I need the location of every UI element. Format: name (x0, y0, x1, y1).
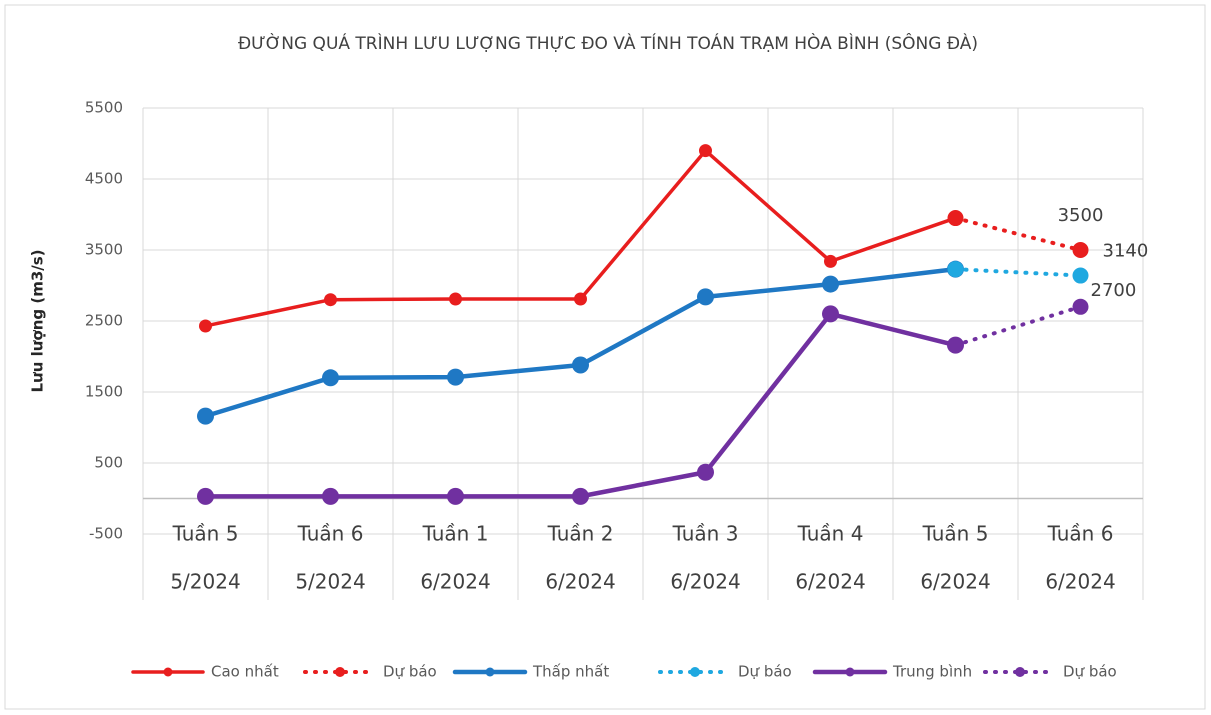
data-point (822, 275, 839, 293)
x-tick-label: Tuần 6 (297, 522, 364, 546)
data-point (697, 288, 714, 306)
data-point (1072, 267, 1089, 284)
legend-label: Trung bình (892, 663, 972, 681)
x-tick-label: 5/2024 (295, 570, 365, 594)
y-axis-label: Lưu lượng (m3/s) (29, 249, 47, 392)
data-point (322, 487, 339, 505)
y-tick-label: 5500 (85, 99, 123, 117)
x-tick-label: 6/2024 (670, 570, 740, 594)
data-point (1072, 298, 1089, 315)
data-point (824, 254, 837, 268)
chart-border (4, 4, 1206, 710)
x-tick-label: 6/2024 (1045, 570, 1115, 594)
data-point (572, 356, 589, 374)
legend-label: Cao nhất (211, 663, 279, 681)
y-tick-label: 1500 (85, 383, 123, 401)
data-point (699, 144, 712, 158)
data-point (447, 487, 464, 505)
data-point (449, 292, 462, 306)
x-tick-label: Tuần 4 (797, 522, 864, 546)
data-point (947, 337, 964, 354)
data-point (697, 463, 714, 481)
legend-label: Dự báo (383, 663, 437, 681)
series-line (953, 267, 1083, 278)
legend-marker (1015, 667, 1025, 677)
legend-marker (845, 667, 855, 677)
x-tick-label: 6/2024 (920, 570, 990, 594)
x-tick-label: 5/2024 (170, 570, 240, 594)
data-point (322, 369, 339, 387)
y-tick-label: 2500 (85, 312, 123, 330)
data-label: 3140 (1103, 241, 1149, 262)
x-tick-label: Tuần 2 (547, 522, 614, 546)
legend-label: Thấp nhất (532, 663, 609, 681)
series-line (953, 304, 1083, 348)
x-tick-label: 6/2024 (795, 570, 865, 594)
series-line (953, 216, 1083, 252)
x-tick-label: Tuần 3 (672, 522, 739, 546)
data-point (197, 407, 214, 425)
x-tick-label: 6/2024 (545, 570, 615, 594)
data-point (574, 292, 587, 306)
data-point (1072, 242, 1089, 258)
y-tick-label: 4500 (85, 170, 123, 188)
data-label: 2700 (1091, 280, 1137, 301)
x-tick-label: Tuần 1 (422, 522, 489, 546)
y-tick-label: 3500 (85, 241, 123, 259)
legend-label: Dự báo (738, 663, 792, 681)
legend-marker (335, 667, 345, 677)
data-point (197, 487, 214, 505)
data-point (947, 261, 964, 278)
legend-marker (163, 667, 173, 677)
data-point (324, 293, 337, 307)
legend-marker (690, 667, 700, 677)
legend-label: Dự báo (1063, 663, 1117, 681)
x-tick-label: Tuần 6 (1047, 522, 1114, 546)
data-point (199, 319, 212, 333)
x-tick-label: Tuần 5 (172, 522, 239, 546)
y-tick-label: -500 (89, 525, 123, 543)
data-label: 3500 (1058, 205, 1104, 226)
y-tick-label: 500 (94, 454, 123, 472)
chart-title: ĐƯỜNG QUÁ TRÌNH LƯU LƯỢNG THỰC ĐO VÀ TÍN… (238, 32, 978, 54)
data-point (947, 210, 964, 227)
legend-marker (485, 667, 495, 677)
data-point (822, 305, 839, 323)
x-tick-label: 6/2024 (420, 570, 490, 594)
x-tick-label: Tuần 5 (922, 522, 989, 546)
data-point (447, 368, 464, 386)
data-point (572, 487, 589, 505)
